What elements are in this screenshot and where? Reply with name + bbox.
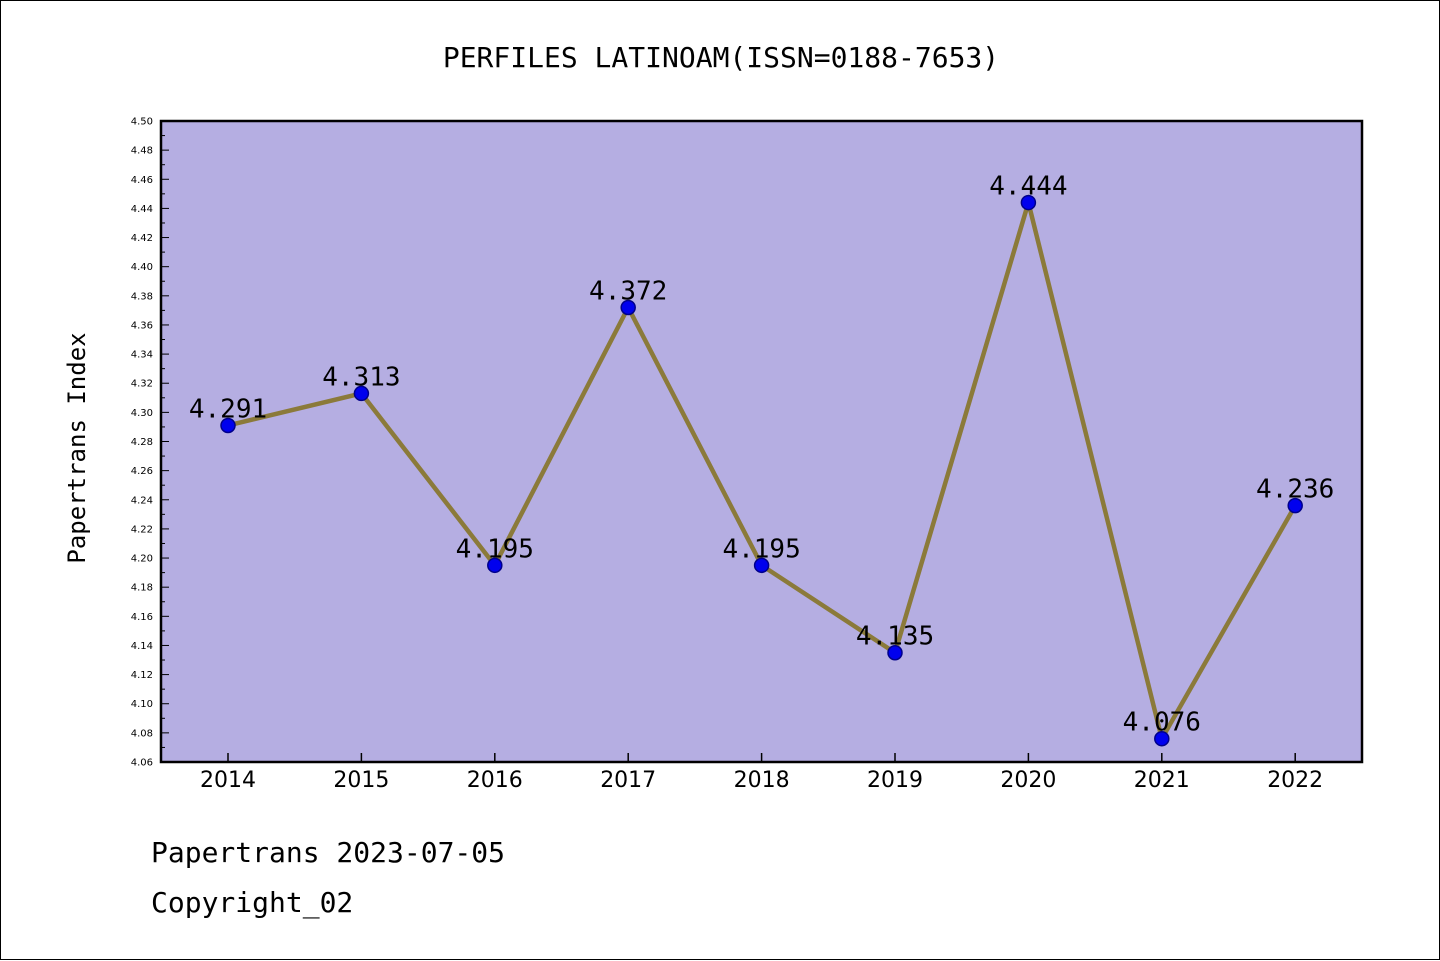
x-tick-label: 2017 (600, 768, 656, 793)
data-point (887, 644, 903, 661)
footer-copyright: Copyright_02 (151, 886, 354, 919)
data-label: 4.444 (989, 172, 1067, 202)
y-tick-label: 4.34 (131, 350, 153, 361)
data-label: 4.236 (1256, 475, 1334, 505)
y-tick-label: 4.36 (131, 320, 153, 331)
data-point (753, 557, 770, 574)
data-label: 4.291 (189, 394, 267, 424)
y-axis-label: Papertrans Index (63, 332, 91, 563)
data-point (1287, 497, 1303, 514)
x-tick-label: 2015 (333, 768, 389, 793)
y-tick-label: 4.50 (131, 117, 153, 128)
y-tick-label: 4.22 (131, 524, 153, 535)
y-tick-label: 4.14 (131, 641, 153, 652)
plot-area (159, 119, 1364, 764)
data-label: 4.076 (1123, 708, 1201, 738)
data-labels: 4.291 4.313 4.195 4.372 4.195 4.135 4.444 4.076… (189, 172, 1334, 738)
chart-title: PERFILES LATINOAM(ISSN=0188-7653) (443, 41, 999, 74)
x-tick-label: 2016 (467, 768, 523, 793)
y-tick-label: 4.06 (131, 758, 153, 769)
y-tick-label: 4.10 (131, 699, 153, 710)
x-axis: 2014 2015 2016 2017 2018 2019 2020 2021 2022 (200, 753, 1323, 793)
footer-date: Papertrans 2023-07-05 (151, 836, 506, 869)
x-tick-label: 2018 (734, 768, 790, 793)
series (220, 194, 1303, 747)
y-tick-label: 4.08 (131, 728, 153, 739)
y-tick-label: 4.32 (131, 379, 153, 390)
y-tick-label: 4.20 (131, 554, 153, 565)
data-point (1020, 194, 1037, 211)
y-tick-label: 4.16 (131, 612, 153, 623)
data-point (487, 557, 503, 574)
data-label: 4.372 (589, 276, 667, 306)
y-tick-label: 4.28 (131, 437, 153, 448)
x-tick-label: 2022 (1267, 768, 1323, 793)
data-point (1154, 730, 1170, 747)
data-point (620, 299, 636, 316)
data-label: 4.195 (456, 534, 534, 564)
y-tick-label: 4.12 (131, 670, 153, 681)
x-tick-label: 2021 (1134, 768, 1190, 793)
data-point (353, 385, 370, 402)
y-tick-label: 4.42 (131, 233, 153, 244)
y-axis: 4.06 4.08 4.10 4.12 4.14 4.16 4.18 4.20 4.22 4.24… (131, 117, 169, 769)
data-point (220, 417, 236, 434)
data-label: 4.195 (722, 534, 800, 564)
y-tick-label: 4.18 (131, 583, 153, 594)
y-tick-label: 4.30 (131, 408, 153, 419)
y-tick-label: 4.26 (131, 466, 153, 477)
y-tick-label: 4.46 (131, 175, 153, 186)
y-tick-label: 4.40 (131, 262, 153, 273)
x-tick-label: 2014 (200, 768, 256, 793)
x-tick-label: 2020 (1000, 768, 1056, 793)
y-tick-label: 4.38 (131, 291, 153, 302)
y-tick-label: 4.24 (131, 495, 153, 506)
data-label: 4.135 (856, 622, 934, 652)
y-tick-label: 4.44 (131, 204, 153, 215)
data-label: 4.313 (322, 362, 400, 392)
x-tick-label: 2019 (867, 768, 923, 793)
y-tick-label: 4.48 (131, 146, 153, 157)
